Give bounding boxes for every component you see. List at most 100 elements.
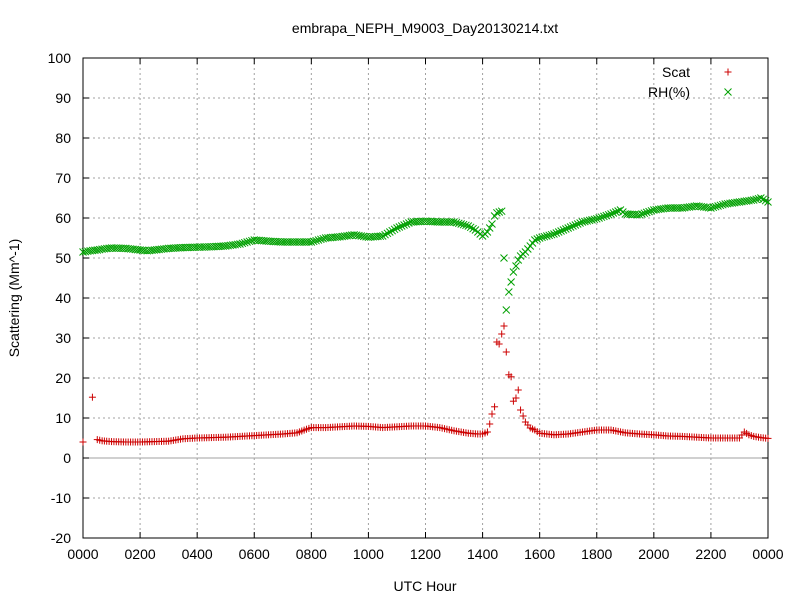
data-point	[457, 220, 466, 228]
y-tick-label: 80	[55, 130, 71, 146]
data-point	[397, 222, 406, 230]
data-point	[552, 229, 561, 237]
legend-marker-rh	[724, 88, 732, 96]
data-point	[564, 224, 573, 232]
y-tick-label: -10	[51, 490, 71, 506]
data-point	[352, 231, 361, 240]
y-tick-label: 50	[55, 250, 71, 266]
y-tick-label: 100	[48, 50, 72, 66]
data-point	[383, 229, 392, 238]
legend-marker-scat	[724, 68, 732, 76]
data-point	[573, 220, 582, 228]
data-point	[93, 246, 102, 254]
data-point	[569, 222, 577, 230]
data-point	[602, 211, 611, 220]
data-point	[359, 232, 368, 241]
data-point	[357, 232, 366, 240]
data-point	[542, 232, 551, 240]
data-point	[307, 238, 316, 246]
data-point	[316, 235, 325, 244]
data-point	[462, 221, 470, 230]
data-point	[319, 234, 328, 243]
data-point	[450, 218, 458, 226]
data-point	[402, 220, 411, 228]
data-point	[243, 238, 251, 246]
data-point	[493, 208, 501, 217]
data-point	[452, 218, 461, 227]
data-point	[507, 278, 515, 286]
y-tick-label: -20	[51, 530, 71, 546]
data-point	[500, 254, 508, 262]
data-point	[600, 212, 608, 221]
data-point	[764, 434, 772, 442]
data-point	[404, 219, 413, 227]
data-point	[530, 236, 539, 244]
data-point	[454, 219, 463, 228]
chart-title: embrapa_NEPH_M9003_Day20130214.txt	[292, 20, 558, 36]
data-point	[585, 216, 594, 225]
data-point	[647, 206, 656, 215]
data-point	[514, 256, 523, 264]
data-point	[238, 239, 247, 248]
data-point	[79, 438, 87, 446]
data-point	[590, 215, 599, 224]
series-scat	[79, 322, 772, 446]
data-point	[488, 410, 496, 418]
data-point	[502, 306, 511, 314]
data-point	[485, 224, 494, 232]
y-tick-label: 40	[55, 290, 71, 306]
x-tick-label: 0000	[752, 546, 783, 562]
data-point	[245, 237, 254, 246]
data-point	[512, 394, 520, 402]
y-tick-label: 70	[55, 170, 71, 186]
data-point	[607, 210, 615, 218]
data-point	[709, 203, 718, 212]
series-layer	[79, 194, 772, 446]
data-point	[495, 208, 504, 216]
data-point	[88, 393, 96, 401]
data-point	[714, 202, 722, 210]
data-point	[466, 223, 475, 232]
data-point	[81, 247, 90, 256]
data-point	[718, 200, 727, 209]
data-point	[376, 232, 385, 241]
data-point	[557, 227, 565, 235]
data-point	[538, 233, 546, 242]
data-point	[747, 196, 756, 205]
data-point	[561, 225, 570, 233]
data-point	[509, 268, 518, 276]
data-point	[378, 232, 387, 240]
data-point	[609, 209, 618, 217]
x-tick-label: 0200	[125, 546, 156, 562]
data-point	[393, 224, 401, 232]
data-point	[611, 208, 620, 216]
x-tick-label: 1200	[410, 546, 441, 562]
legend-label-scat: Scat	[662, 64, 690, 80]
data-point	[236, 240, 244, 248]
data-point	[483, 228, 492, 236]
data-point	[550, 230, 558, 238]
y-tick-label: 20	[55, 370, 71, 386]
data-point	[764, 198, 772, 206]
data-point	[635, 210, 644, 219]
x-tick-label: 1400	[467, 546, 498, 562]
data-point	[500, 322, 508, 330]
data-point	[497, 207, 506, 216]
y-tick-label: 0	[63, 450, 71, 466]
x-tick-label: 2200	[695, 546, 726, 562]
data-point	[504, 288, 513, 296]
legend-marker-symbol	[724, 88, 732, 96]
data-point	[502, 348, 510, 356]
data-point	[752, 195, 760, 204]
x-tick-label: 0000	[67, 546, 98, 562]
data-point	[571, 221, 580, 229]
data-point	[588, 216, 596, 224]
data-point	[491, 403, 499, 411]
data-point	[761, 196, 770, 205]
data-point	[459, 220, 468, 229]
data-point	[495, 340, 503, 348]
y-axis-ticks: -20 -10 0 10 20 30 40 50 60 70 80 90 100	[48, 50, 768, 546]
data-point	[381, 230, 389, 239]
data-point	[488, 220, 496, 228]
